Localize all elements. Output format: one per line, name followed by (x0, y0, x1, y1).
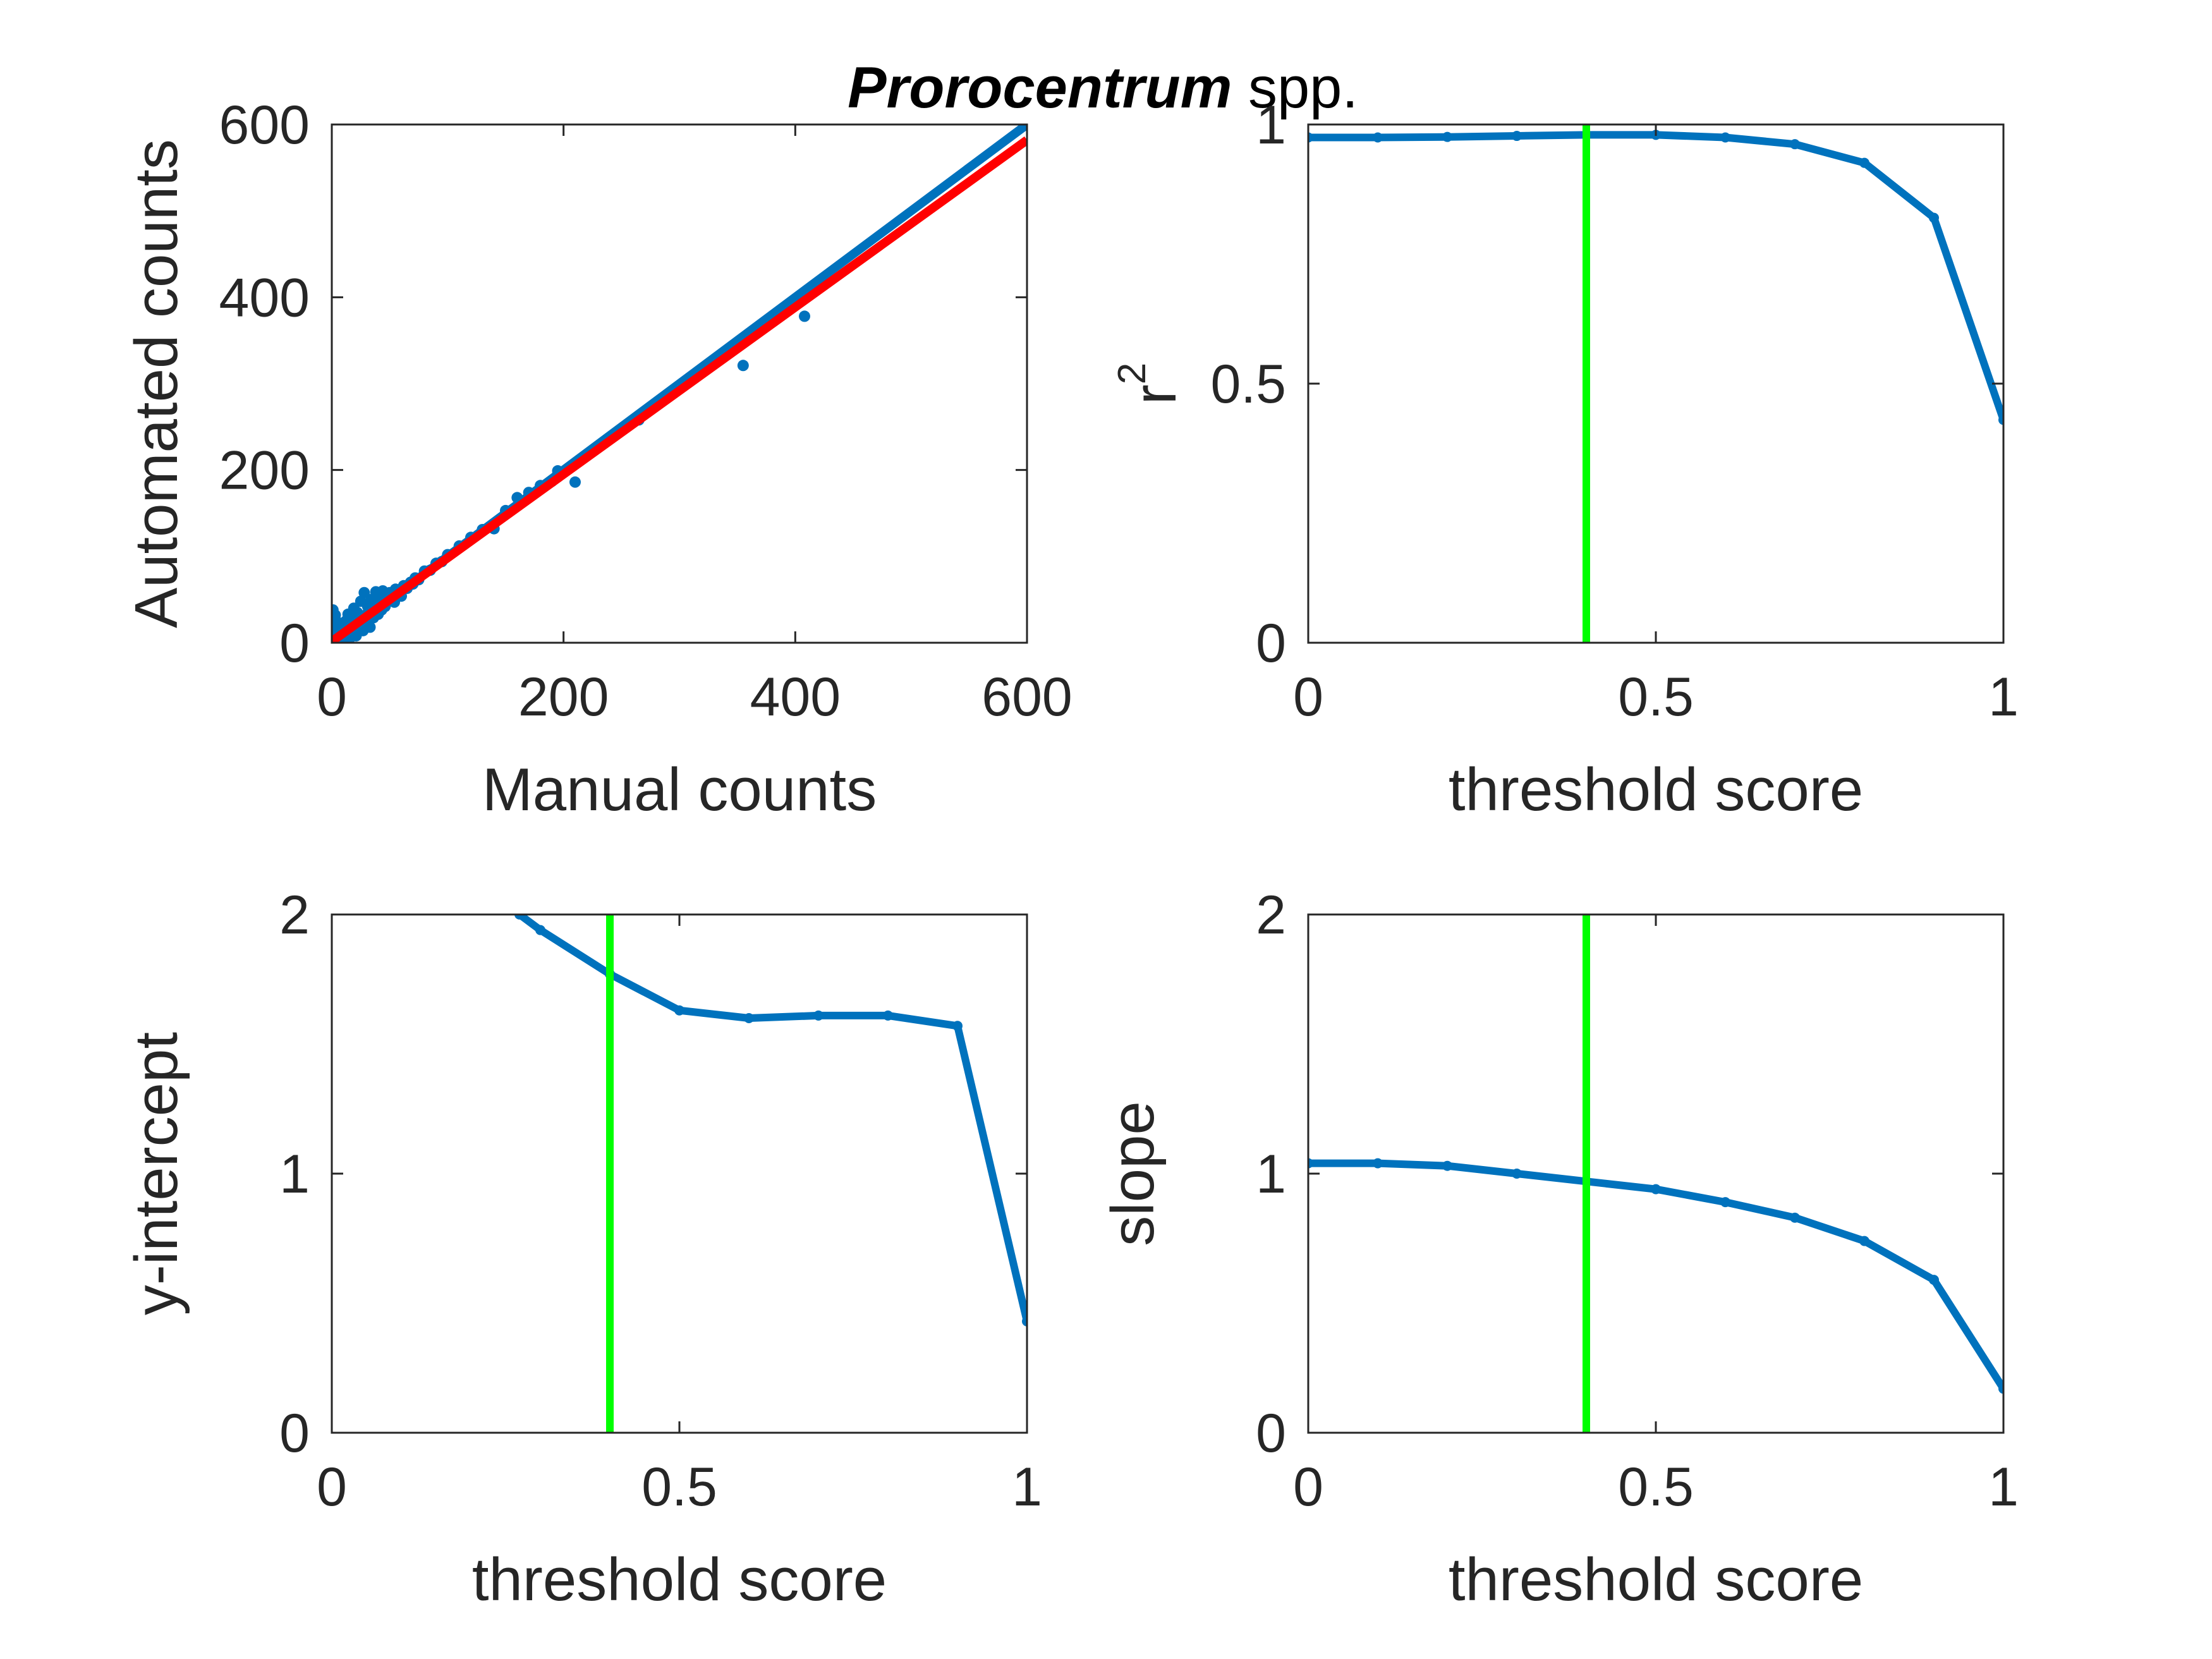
y-tick-label: 0 (279, 1403, 310, 1464)
scatter-point (332, 604, 339, 616)
x-tick-label: 0.5 (1618, 667, 1694, 727)
y-tick-label: 0 (1256, 1403, 1286, 1464)
series-point (1998, 415, 2003, 425)
scatter-point (569, 476, 581, 488)
subplot-slope: 0 0.5 1 0 1 2 threshold score slope (1099, 885, 2019, 1613)
series-point (1859, 1236, 1869, 1246)
x-tick-label: 1 (1988, 1457, 2019, 1517)
fit-line (332, 136, 1027, 643)
series-point (1308, 132, 1313, 143)
series-point (1512, 1169, 1522, 1179)
y-tick-label: 0.5 (1210, 354, 1286, 415)
series-point (674, 1005, 684, 1016)
x-tick-label: 0 (1293, 1457, 1323, 1517)
series-point (1859, 157, 1869, 168)
figure-title-italic: Prorocentrum (848, 56, 1232, 120)
x-axis-label: threshold score (472, 1546, 887, 1613)
series-line (517, 915, 1027, 1323)
x-tick-label: 400 (750, 667, 841, 727)
series-point (1442, 1160, 1452, 1171)
y-axis-label: y-intercept (123, 1032, 190, 1315)
axes-box (331, 123, 1028, 644)
subplot-r-squared: 0 0.5 1 0 0.5 1 threshold score r2 (1110, 95, 2019, 823)
series-point (1373, 132, 1383, 143)
x-tick-label: 200 (518, 667, 609, 727)
y-tick-label: 1 (1256, 95, 1286, 155)
x-tick-label: 0 (1293, 667, 1323, 727)
y-tick-label: 600 (219, 95, 310, 155)
x-tick-label: 0.5 (1618, 1457, 1694, 1517)
y-axis-label-superscript: 2 (1110, 363, 1154, 384)
plot-area (332, 125, 1027, 643)
y-axis-label: Automated counts (123, 139, 190, 628)
scatter-point (358, 586, 370, 599)
subplot-y-intercept: 0 0.5 1 0 1 2 threshold score y-intercept (123, 885, 1042, 1613)
x-axis-label: threshold score (1449, 756, 1863, 823)
scatter-point (364, 621, 376, 633)
x-tick-label: 1 (1012, 1457, 1042, 1517)
series-point (952, 1021, 963, 1031)
series-point (813, 1010, 823, 1021)
series-point (1929, 1275, 1939, 1285)
series-point (1373, 1158, 1383, 1169)
series-point (1790, 1212, 1800, 1223)
series-point (744, 1013, 754, 1023)
series-point (1720, 1197, 1730, 1208)
series-point (1022, 1316, 1027, 1327)
y-tick-label: 0 (1256, 613, 1286, 674)
axes-box (331, 913, 1028, 1434)
x-tick-label: 0 (317, 1457, 347, 1517)
series-line (1308, 131, 2003, 422)
series-point (1720, 132, 1730, 143)
series-point (1651, 1184, 1661, 1194)
series-line (1308, 1159, 2003, 1391)
scatter-point (737, 360, 749, 372)
x-axis-label: threshold score (1449, 1546, 1863, 1613)
plot-area (1308, 125, 2003, 643)
x-tick-label: 1 (1988, 667, 2019, 727)
series-point (883, 1010, 893, 1021)
y-tick-label: 400 (219, 267, 310, 328)
y-tick-label: 1 (1256, 1144, 1286, 1205)
y-tick-label: 2 (1256, 885, 1286, 945)
y-tick-label: 0 (279, 613, 310, 674)
plot-area (514, 915, 1027, 1433)
y-axis-label: slope (1099, 1101, 1167, 1246)
axes-box (1307, 913, 2005, 1434)
series-point (1929, 212, 1939, 223)
plot-area (1308, 915, 2003, 1433)
series-point (1512, 131, 1522, 142)
scatter-point (799, 310, 810, 322)
y-tick-label: 200 (219, 441, 310, 501)
x-axis-label: Manual counts (482, 756, 877, 823)
figure-title: Prorocentrum spp. (848, 56, 1358, 120)
x-tick-label: 600 (981, 667, 1073, 727)
y-tick-label: 1 (279, 1144, 310, 1205)
series-point (1790, 139, 1800, 150)
series-point (1442, 131, 1452, 142)
y-axis-label: r2 (1110, 363, 1189, 404)
series-point (514, 915, 525, 920)
figure-title-rest: spp. (1232, 56, 1358, 120)
y-tick-label: 2 (279, 885, 310, 945)
axes-box (1307, 123, 2005, 644)
series-point (1998, 1383, 2003, 1394)
series-point (535, 925, 545, 935)
x-tick-label: 0.5 (641, 1457, 717, 1517)
series-point (1308, 1158, 1313, 1169)
y-axis-label-base: r (1121, 384, 1189, 404)
subplot-scatter: 0 200 400 600 0 200 400 600 Manual counts Automat… (123, 95, 1073, 823)
x-tick-label: 0 (317, 667, 347, 727)
